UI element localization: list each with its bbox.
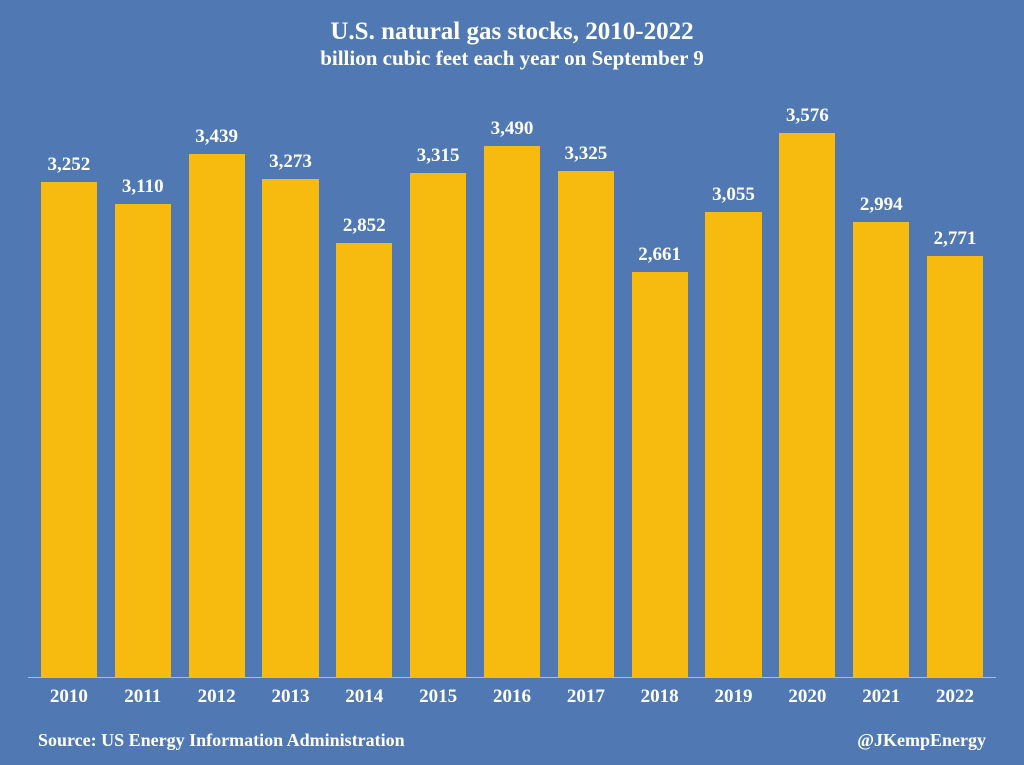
bar-value-label: 3,273 xyxy=(269,151,312,173)
bar-value-label: 3,325 xyxy=(564,143,607,165)
x-tick-label: 2022 xyxy=(918,686,992,708)
x-tick-label: 2020 xyxy=(770,686,844,708)
bar-value-label: 3,490 xyxy=(491,118,534,140)
x-tick-label: 2021 xyxy=(844,686,918,708)
source-label: Source: US Energy Information Administra… xyxy=(38,730,405,751)
bar-slot: 3,490 xyxy=(475,99,549,677)
bar-slot: 3,110 xyxy=(106,99,180,677)
x-tick-label: 2012 xyxy=(180,686,254,708)
bar xyxy=(262,179,318,677)
bar-value-label: 3,315 xyxy=(417,145,460,167)
bar-slot: 2,852 xyxy=(327,99,401,677)
x-tick-label: 2015 xyxy=(401,686,475,708)
bar-value-label: 2,852 xyxy=(343,215,386,237)
x-tick-label: 2016 xyxy=(475,686,549,708)
title-block: U.S. natural gas stocks, 2010-2022 billi… xyxy=(28,18,996,71)
chart-container: U.S. natural gas stocks, 2010-2022 billi… xyxy=(0,0,1024,765)
x-axis: 2010 2011 2012 2013 2014 2015 2016 2017 … xyxy=(28,678,996,708)
bar xyxy=(115,204,171,677)
bar-value-label: 3,576 xyxy=(786,105,829,127)
attribution-label: @JKempEnergy xyxy=(857,730,986,751)
x-tick-label: 2017 xyxy=(549,686,623,708)
x-tick-label: 2014 xyxy=(327,686,401,708)
bar-slot: 3,055 xyxy=(697,99,771,677)
bar-value-label: 3,110 xyxy=(122,176,164,198)
chart-subtitle: billion cubic feet each year on Septembe… xyxy=(28,46,996,71)
bar xyxy=(927,256,983,677)
bar xyxy=(558,171,614,677)
bar-value-label: 2,661 xyxy=(638,244,681,266)
bar-slot: 2,994 xyxy=(844,99,918,677)
bar xyxy=(41,182,97,677)
x-tick-label: 2013 xyxy=(254,686,328,708)
bar-slot: 3,252 xyxy=(32,99,106,677)
plot-area: 3,252 3,110 3,439 3,273 2,852 3,315 3,49… xyxy=(28,99,996,678)
bar xyxy=(484,146,540,677)
x-tick-label: 2018 xyxy=(623,686,697,708)
bar-slot: 3,325 xyxy=(549,99,623,677)
bar-value-label: 2,994 xyxy=(860,194,903,216)
bar-slot: 3,576 xyxy=(770,99,844,677)
bar-slot: 2,771 xyxy=(918,99,992,677)
x-tick-label: 2011 xyxy=(106,686,180,708)
x-tick-label: 2019 xyxy=(697,686,771,708)
chart-footer: Source: US Energy Information Administra… xyxy=(28,730,996,751)
bar xyxy=(336,243,392,677)
bar-slot: 3,273 xyxy=(254,99,328,677)
bar xyxy=(189,154,245,677)
bar xyxy=(632,272,688,677)
x-tick-label: 2010 xyxy=(32,686,106,708)
bar xyxy=(705,212,761,677)
bar-value-label: 3,252 xyxy=(48,154,91,176)
chart-title: U.S. natural gas stocks, 2010-2022 xyxy=(28,18,996,46)
bar-slot: 3,315 xyxy=(401,99,475,677)
bar-value-label: 3,439 xyxy=(195,126,238,148)
bar-slot: 2,661 xyxy=(623,99,697,677)
bar xyxy=(410,173,466,677)
bar-value-label: 3,055 xyxy=(712,184,755,206)
bar-slot: 3,439 xyxy=(180,99,254,677)
bar-value-label: 2,771 xyxy=(934,228,977,250)
bar xyxy=(853,222,909,677)
bar xyxy=(779,133,835,677)
